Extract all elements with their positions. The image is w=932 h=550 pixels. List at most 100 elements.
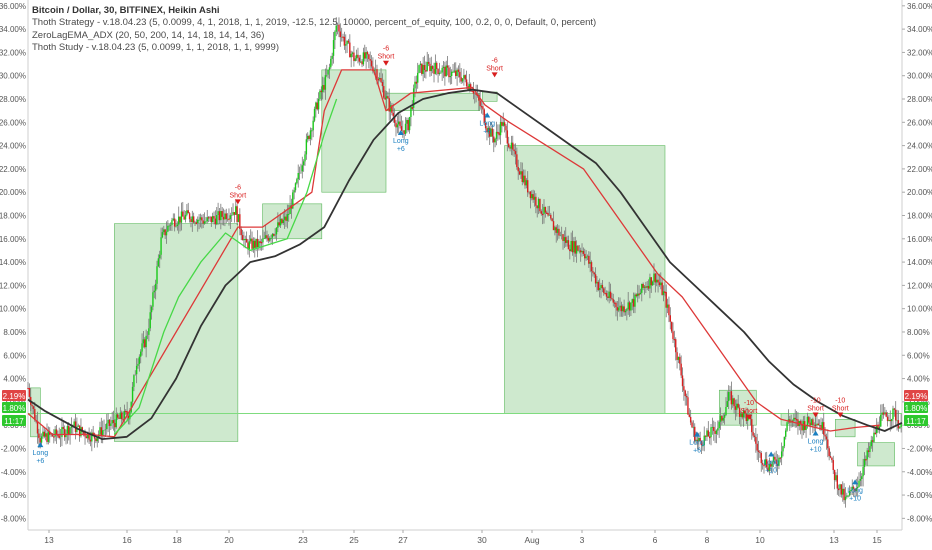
price-tag-left [2, 415, 26, 426]
y-tick-left: -6.00% [1, 491, 26, 500]
y-tick-left: 36.00% [0, 2, 26, 11]
long-arrow-icon [812, 430, 819, 436]
long-signal-label: Long [393, 138, 409, 145]
y-tick-left: 12.00% [0, 281, 26, 290]
long-signal-label: Long [689, 440, 705, 447]
y-tick-right: 10.00% [907, 305, 932, 314]
short-arrow-icon [745, 414, 752, 420]
short-arrow-icon [234, 199, 241, 205]
long-signal-value: +6 [397, 146, 405, 153]
long-signal-value: +10 [849, 495, 861, 502]
short-signal-label: Short [807, 406, 824, 413]
price-tag-text-right: 1.80% [905, 404, 928, 413]
x-tick-label: 23 [298, 535, 308, 545]
short-arrow-icon [812, 412, 819, 418]
trade-zone [504, 145, 666, 414]
x-tick-label: Aug [524, 535, 539, 545]
long-arrow-icon [694, 431, 701, 437]
y-tick-right: 32.00% [907, 48, 932, 57]
legend-strategy[interactable]: Thoth Strategy - v.18.04.23 (5, 0.0099, … [32, 17, 597, 29]
y-tick-left: 26.00% [0, 118, 26, 127]
short-signal-label: Short [832, 406, 849, 413]
red-moving-average [27, 69, 880, 438]
x-tick-label: 30 [477, 535, 487, 545]
y-tick-right: 18.00% [907, 211, 932, 220]
y-tick-left: 22.00% [0, 165, 26, 174]
y-tick-right: 14.00% [907, 258, 932, 267]
green-moving-average [113, 98, 338, 435]
short-signal-value: -10 [835, 398, 845, 405]
x-tick-label: 13 [44, 535, 54, 545]
y-tick-left: -4.00% [1, 468, 26, 477]
short-signal-value: -6 [235, 184, 241, 191]
y-tick-left: 24.00% [0, 142, 26, 151]
x-tick-label: 10 [755, 535, 765, 545]
y-tick-right: 20.00% [907, 188, 932, 197]
legend-zerolag[interactable]: ZeroLagEMA_ADX (20, 50, 200, 14, 14, 18,… [32, 29, 265, 41]
short-signal-label: Short [229, 192, 246, 199]
short-signal-value: -6 [383, 46, 389, 53]
y-tick-right: 24.00% [907, 142, 932, 151]
price-tag-text-left: 2.19% [3, 392, 26, 401]
x-tick-label: 6 [653, 535, 658, 545]
x-tick-label: 20 [224, 535, 234, 545]
legend-title[interactable]: Bitcoin / Dollar, 30, BITFINEX, Heikin A… [32, 5, 220, 16]
price-tag-right [904, 390, 928, 401]
price-tag-text-right: 2.19% [905, 392, 928, 401]
y-tick-right: 4.00% [907, 375, 930, 384]
short-signal-value: -6 [492, 57, 498, 64]
y-tick-right: 28.00% [907, 95, 932, 104]
long-signal-value: +10 [810, 446, 822, 453]
long-signal-label: Long [33, 450, 49, 457]
y-tick-left: 6.00% [3, 351, 26, 360]
y-tick-right: -2.00% [907, 444, 932, 453]
price-tag-right [904, 402, 928, 413]
y-tick-right: 22.00% [907, 165, 932, 174]
x-tick-label: 25 [349, 535, 359, 545]
long-signal-label: Long [763, 459, 779, 466]
price-tag-text-right: 11:17 [906, 417, 926, 426]
long-signal-label: Long [847, 487, 863, 494]
y-tick-left: 14.00% [0, 258, 26, 267]
short-arrow-icon [837, 412, 844, 418]
x-tick-label: 3 [580, 535, 585, 545]
slow-moving-average [27, 88, 903, 440]
price-tag-right [904, 415, 928, 426]
long-signal-value: +6 [693, 448, 701, 455]
short-signal-label: Short [486, 65, 503, 72]
y-tick-right: -6.00% [907, 491, 932, 500]
x-tick-label: 15 [872, 535, 882, 545]
x-tick-label: 13 [829, 535, 839, 545]
y-tick-right: 34.00% [907, 25, 932, 34]
long-signal-label: Long [808, 438, 824, 445]
y-tick-right: 16.00% [907, 235, 932, 244]
y-tick-right: 6.00% [907, 351, 930, 360]
x-tick-label: 16 [122, 535, 132, 545]
y-tick-left: 10.00% [0, 305, 26, 314]
price-tag-left [2, 390, 26, 401]
y-tick-left: 4.00% [3, 375, 26, 384]
short-signal-label: Short [741, 408, 758, 415]
y-tick-left: 34.00% [0, 25, 26, 34]
legend-study[interactable]: Thoth Study - v.18.04.23 (5, 0.0099, 1, … [32, 42, 279, 54]
long-arrow-icon [768, 451, 775, 457]
long-arrow-icon [484, 112, 491, 118]
y-tick-left: 20.00% [0, 188, 26, 197]
long-signal-label: Long [479, 120, 495, 127]
x-tick-label: 18 [172, 535, 182, 545]
long-arrow-icon [852, 479, 859, 485]
y-tick-left: -8.00% [1, 514, 26, 523]
short-signal-label: Short [378, 54, 395, 61]
y-tick-left: 28.00% [0, 95, 26, 104]
y-tick-left: 8.00% [3, 328, 26, 337]
price-tag-text-left: 11:17 [4, 417, 24, 426]
y-tick-right: 36.00% [907, 2, 932, 11]
x-tick-label: 27 [398, 535, 408, 545]
y-tick-right: 12.00% [907, 281, 932, 290]
price-tag-text-left: 1.80% [3, 404, 26, 413]
y-tick-left: 18.00% [0, 211, 26, 220]
y-tick-right: -8.00% [907, 514, 932, 523]
long-arrow-icon [37, 442, 44, 448]
x-tick-label: 8 [705, 535, 710, 545]
